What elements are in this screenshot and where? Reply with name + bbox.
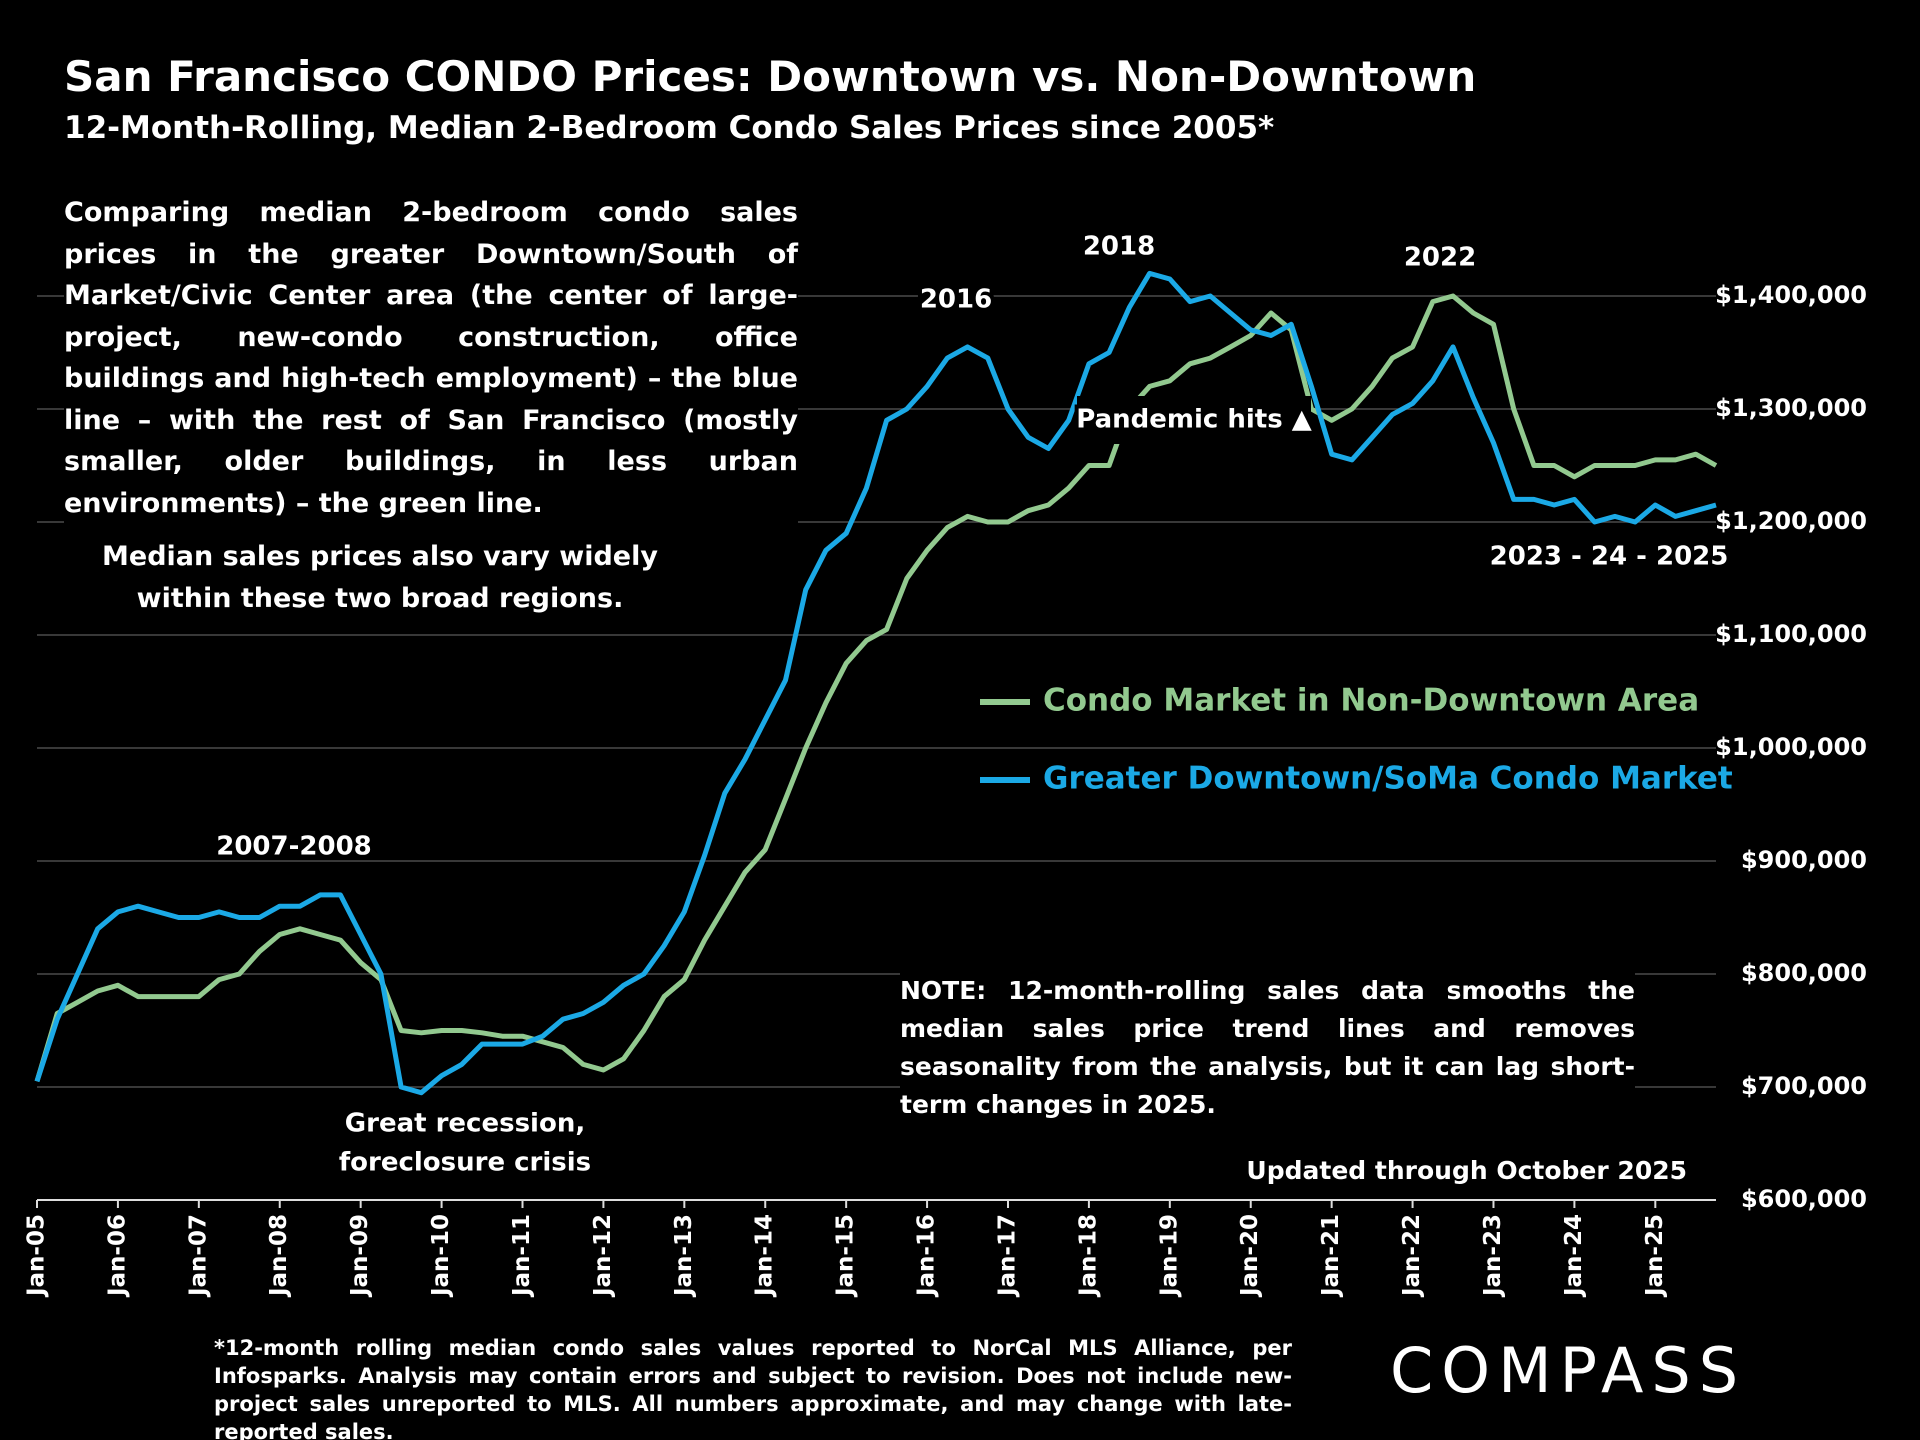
annotation: 2022 <box>1404 243 1476 273</box>
y-tick-label: $1,000,000 <box>1715 733 1867 761</box>
subtitle: 12-Month-Rolling, Median 2-Bedroom Condo… <box>64 110 1275 146</box>
x-tick-label: Jan-08 <box>266 1214 292 1298</box>
title: San Francisco CONDO Prices: Downtown vs.… <box>64 52 1477 101</box>
x-tick-label: Jan-07 <box>185 1214 211 1298</box>
annotation: 2018 <box>1083 232 1155 262</box>
x-tick-label: Jan-20 <box>1237 1214 1263 1298</box>
y-tick-label: $1,200,000 <box>1715 507 1867 535</box>
annotation-bg <box>1077 396 1311 444</box>
x-tick-label: Jan-18 <box>1075 1214 1101 1298</box>
x-tick-label: Jan-24 <box>1561 1214 1587 1298</box>
logo: COMPASS <box>1390 1334 1747 1407</box>
x-tick-label: Jan-22 <box>1399 1214 1425 1298</box>
footnote: *12-month rolling median condo sales val… <box>214 1336 1292 1440</box>
sub-note: Median sales prices also vary widely wit… <box>90 536 670 620</box>
x-tick-label: Jan-23 <box>1480 1214 1506 1298</box>
x-tick-label: Jan-15 <box>833 1214 859 1298</box>
y-tick-label: $1,300,000 <box>1715 394 1867 422</box>
x-tick-label: Jan-16 <box>914 1214 940 1298</box>
x-tick-label: Jan-09 <box>347 1214 373 1298</box>
x-tick-label: Jan-05 <box>24 1214 50 1298</box>
legend-label: Condo Market in Non-Downtown Area <box>1043 683 1699 719</box>
annotation: 2023 - 24 - 2025 <box>1490 542 1729 572</box>
y-tick-label: $600,000 <box>1741 1185 1867 1213</box>
y-tick-label: $1,400,000 <box>1715 281 1867 309</box>
x-tick-label: Jan-13 <box>671 1214 697 1298</box>
x-tick-label: Jan-25 <box>1642 1214 1668 1298</box>
note: NOTE: 12-month-rolling sales data smooth… <box>900 972 1635 1124</box>
x-tick-label: Jan-06 <box>104 1214 130 1298</box>
annotation: 2016 <box>920 285 992 315</box>
y-tick-label: $800,000 <box>1741 959 1867 987</box>
x-tick-label: Jan-19 <box>1156 1214 1182 1298</box>
series-line <box>34 293 1718 1083</box>
x-tick-label: Jan-17 <box>994 1214 1020 1298</box>
x-tick-label: Jan-21 <box>1318 1214 1344 1298</box>
x-tick-label: Jan-10 <box>428 1214 454 1298</box>
annotation: Great recession, <box>345 1109 585 1139</box>
x-tick-label: Jan-11 <box>509 1214 535 1298</box>
updated-note: Updated through October 2025 <box>1246 1156 1687 1185</box>
legend-label: Greater Downtown/SoMa Condo Market <box>1043 761 1733 797</box>
annotation: foreclosure crisis <box>339 1148 591 1178</box>
x-tick-label: Jan-12 <box>590 1214 616 1298</box>
y-tick-label: $700,000 <box>1741 1072 1867 1100</box>
x-tick-label: Jan-14 <box>752 1214 778 1298</box>
annotation: 2007-2008 <box>216 832 372 862</box>
intro-text: Comparing median 2-bedroom condo sales p… <box>64 192 798 524</box>
series-line <box>34 270 1717 1096</box>
y-tick-label: $900,000 <box>1741 846 1867 874</box>
annotation: Pandemic hits ▲ <box>1076 405 1312 435</box>
y-tick-label: $1,100,000 <box>1715 620 1867 648</box>
